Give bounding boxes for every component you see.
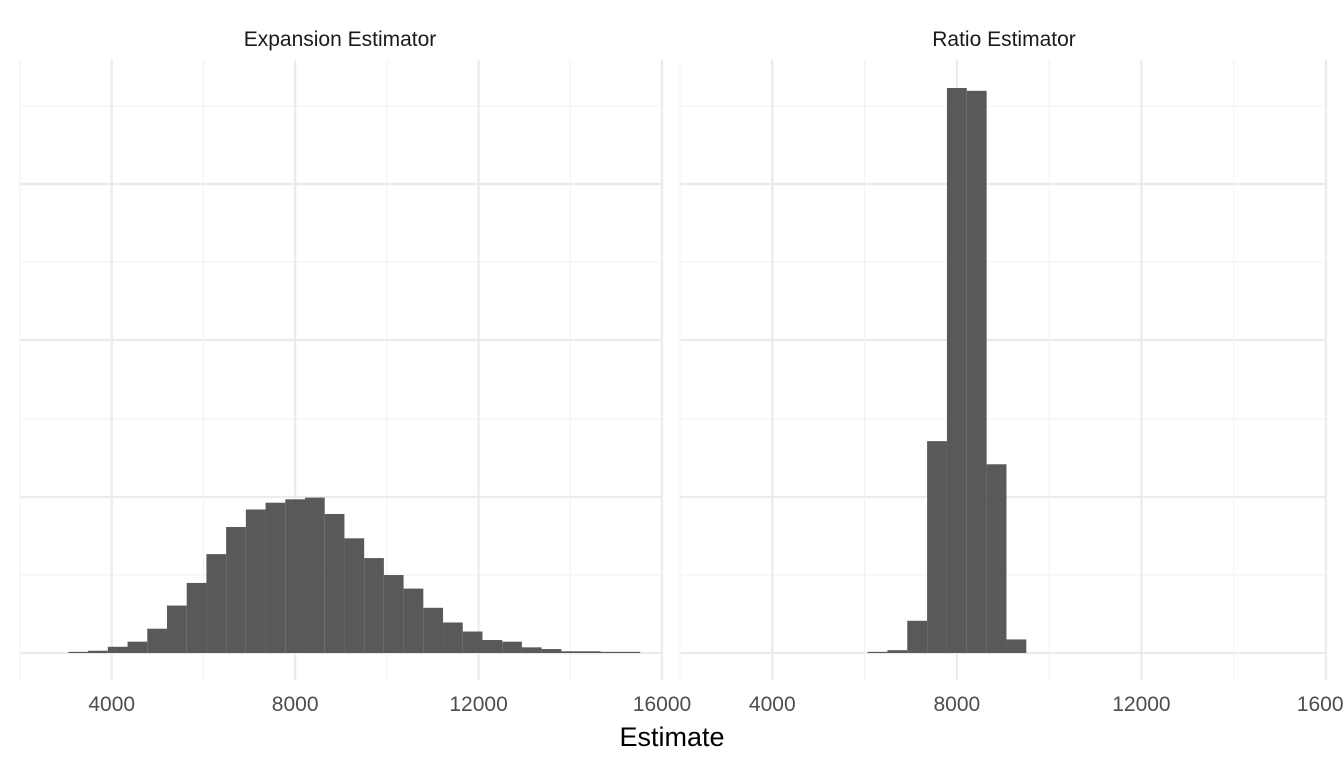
histogram-bar: [581, 651, 601, 653]
histogram-bar: [206, 554, 227, 653]
x-tick-label: 12000: [1112, 693, 1170, 716]
panel-ratio: Ratio Estimator 4000 8000 12000 16000: [679, 28, 1344, 716]
histogram-bar: [245, 509, 266, 653]
histogram-bar: [324, 514, 345, 653]
panel-expansion: Expansion Estimator 4000 8000 12000 16000: [19, 28, 691, 716]
histogram-bar: [907, 620, 928, 653]
histogram-bar: [107, 646, 128, 653]
histogram-bar: [364, 558, 384, 653]
histogram-bar: [887, 650, 908, 653]
histogram-bar: [344, 538, 365, 653]
histogram-bar: [482, 640, 503, 653]
histogram-bar: [285, 499, 306, 653]
histogram-bar: [561, 651, 582, 653]
x-tick-labels: 4000 8000 12000 16000: [88, 693, 691, 716]
histogram-bar: [383, 575, 404, 653]
histogram-bar: [127, 641, 148, 653]
histogram-bar: [927, 441, 947, 653]
histogram-bar: [226, 527, 246, 653]
x-tick-label: 4000: [749, 693, 796, 716]
histogram-bar: [867, 651, 888, 653]
x-tick-labels: 4000 8000 12000 16000: [749, 693, 1344, 716]
histogram-bar: [68, 651, 89, 653]
histogram-bar: [541, 649, 562, 653]
panel-bars: [68, 497, 641, 653]
x-tick-label: 12000: [449, 693, 507, 716]
x-axis-title: Estimate: [619, 722, 724, 752]
panel-title-ratio: Ratio Estimator: [932, 28, 1076, 51]
histogram-bar: [423, 607, 444, 653]
x-tick-label: 8000: [933, 693, 980, 716]
histogram-bar: [986, 464, 1007, 653]
histogram-bar: [166, 605, 187, 653]
histogram-bar: [521, 647, 542, 653]
x-tick-label: 4000: [88, 693, 135, 716]
histogram-bar: [620, 651, 641, 653]
histogram-bar: [966, 90, 987, 653]
histogram-bar: [88, 650, 108, 653]
panel-bars: [867, 88, 1027, 653]
histogram-bar: [147, 628, 167, 653]
histogram-bar: [186, 582, 207, 653]
histogram-bar: [946, 88, 967, 653]
histogram-bar: [1006, 639, 1027, 653]
histogram-bar: [403, 588, 424, 653]
x-tick-label: 16000: [1297, 693, 1344, 716]
histogram-bar: [462, 631, 483, 653]
x-tick-label: 16000: [633, 693, 691, 716]
histogram-bar: [305, 497, 325, 653]
x-tick-label: 8000: [272, 693, 319, 716]
histogram-bar: [265, 502, 286, 653]
histogram-bar: [600, 651, 621, 653]
panel-title-expansion: Expansion Estimator: [244, 28, 437, 51]
histogram-bar: [502, 641, 522, 653]
histogram-bar: [443, 622, 463, 653]
